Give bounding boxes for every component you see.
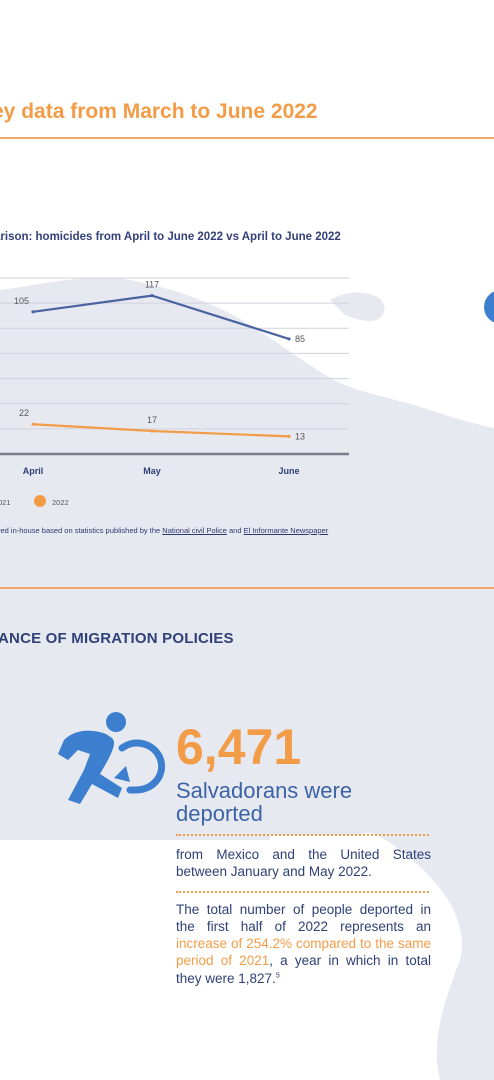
data-point-2022 [287,434,291,438]
series-line-2021 [32,294,290,340]
data-label-2021: 85 [295,334,305,344]
data-label-2022: 22 [19,408,29,418]
x-tick-label: May [143,466,161,476]
comparison-start: The total number of people deported in t… [176,902,431,935]
homicides-line-chart: 105 117 85 22 17 13 April May June [0,277,349,476]
deported-subtitle: Salvadorans were deported [176,778,353,826]
deportation-origin-text: from Mexico and the United States betwee… [176,847,431,880]
chart-source: red in-house based on statistics publish… [0,526,328,535]
chart-legend: 021 2022 [0,495,120,513]
decorative-circle [484,290,494,324]
data-point-2021 [31,310,35,314]
data-point-2021 [150,294,154,298]
deportation-comparison-text: The total number of people deported in t… [176,901,431,987]
data-label-2022: 17 [147,415,157,425]
source-and: and [226,526,244,535]
page-title: ey data from March to June 2022 [0,100,318,123]
data-label-2021: 105 [14,296,29,306]
x-tick-label: June [278,466,299,476]
x-tick-label: April [23,466,44,476]
chart-title: arison: homicides from April to June 202… [0,231,341,243]
section-divider [0,587,494,589]
section-title: ANCE OF MIGRATION POLICIES [0,630,234,647]
deported-count: 6,471 [176,719,302,775]
legend-swatch-2022 [34,495,46,507]
series-line-2022 [32,423,290,438]
legend-label-2021: 021 [0,498,11,507]
dotted-divider [176,834,429,836]
data-label-2021: 117 [145,280,159,290]
data-label-2022: 13 [295,431,305,441]
comparison-end: , a year in which in total they were 1,8… [176,953,431,986]
deported-person-icon [58,712,165,804]
source-link-el-informante[interactable]: El Informante Newspaper [243,526,329,535]
data-point-2022 [31,422,35,426]
data-point-2022 [150,429,154,433]
comparison-highlight: increase of 254.2% compared to the same … [176,936,431,969]
data-point-2021 [287,337,291,341]
legend-label-2022: 2022 [52,498,69,507]
footnote-marker: 5 [275,972,280,980]
title-divider [0,137,494,139]
dotted-divider [176,891,429,893]
source-link-national-police[interactable]: National civil Police [162,526,227,535]
source-text: red in-house based on statistics publish… [0,526,163,535]
